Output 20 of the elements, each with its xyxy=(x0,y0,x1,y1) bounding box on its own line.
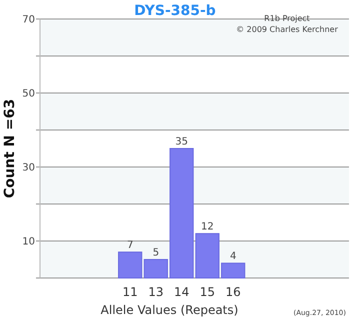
data-label: 12 xyxy=(201,222,214,233)
data-label: 7 xyxy=(126,240,134,252)
y-tick-label: 30 xyxy=(22,162,35,174)
x-tick-label: 11 xyxy=(122,285,138,299)
x-tick-label: 15 xyxy=(200,285,216,299)
data-label: 35 xyxy=(175,136,188,148)
chart-title: DYS-385-b xyxy=(134,3,216,19)
y-tick-label: 10 xyxy=(22,236,35,248)
bar xyxy=(118,252,142,278)
annotation: © 2009 Charles Kerchner xyxy=(236,25,339,34)
y-tick-label: 50 xyxy=(22,88,35,100)
x-tick-label: 13 xyxy=(148,285,164,299)
data-label: 5 xyxy=(152,248,160,258)
x-tick-label: 14 xyxy=(174,285,190,299)
y-axis-title: Count N =63 xyxy=(2,98,18,198)
y-tick-label: 70 xyxy=(22,14,35,26)
x-tick-label: 16 xyxy=(225,285,241,299)
annotation: R1b Project xyxy=(264,14,310,23)
data-label: 4 xyxy=(230,251,236,262)
x-axis-title: Allele Values (Repeats) xyxy=(100,303,238,317)
